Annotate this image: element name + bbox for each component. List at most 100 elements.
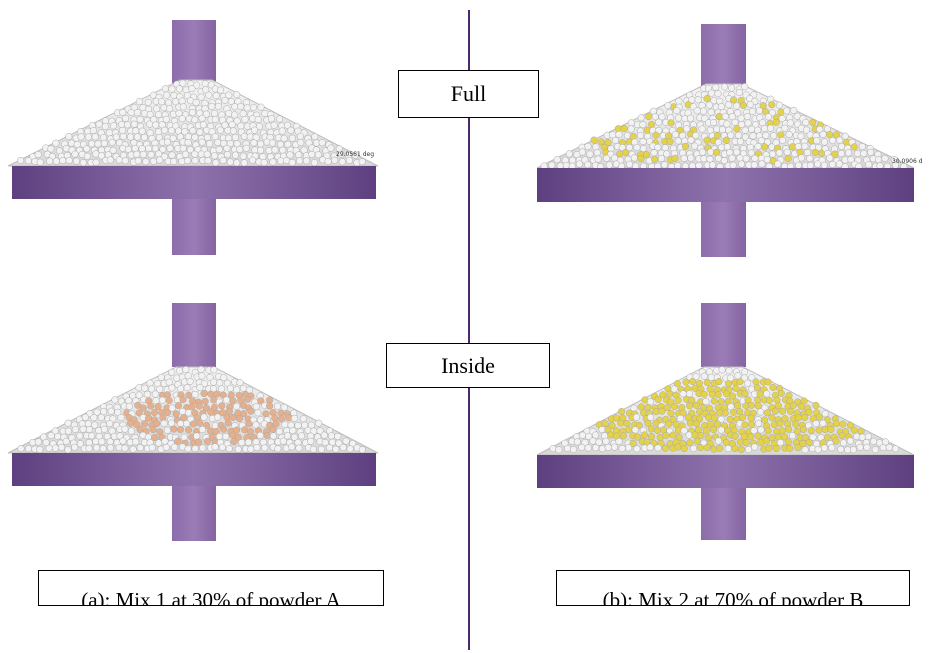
powder-particle [112, 133, 120, 141]
powder-particle [714, 391, 722, 399]
powder-particle [738, 413, 747, 421]
powder-particle [47, 432, 55, 440]
powder-particle [786, 119, 794, 127]
powder-particle [222, 432, 230, 441]
powder-particle [179, 407, 187, 416]
powder-particle [633, 143, 641, 151]
powder-particle [234, 433, 242, 441]
powder-particle [222, 396, 230, 404]
powder-particle [764, 378, 772, 386]
powder-particle [785, 425, 793, 433]
powder-particle [121, 444, 129, 452]
powder-particle [736, 154, 744, 162]
powder-particle [879, 444, 887, 452]
powder-particle [132, 438, 140, 446]
powder-particle [732, 384, 740, 392]
powder-particle [182, 420, 191, 428]
powder-particle [703, 136, 711, 144]
powder-particle [216, 379, 224, 387]
powder-particle [615, 437, 623, 446]
powder-particle [342, 437, 350, 445]
powder-particle [764, 427, 772, 435]
powder-particle [778, 115, 786, 123]
powder-particle [191, 157, 199, 165]
powder-particle [748, 125, 756, 133]
powder-particle [138, 145, 146, 153]
powder-particle [885, 443, 893, 451]
powder-particle [278, 127, 286, 135]
powder-particle [220, 425, 228, 433]
powder-particle [179, 144, 187, 152]
powder-particle [170, 425, 178, 433]
powder-particle [712, 148, 721, 156]
upper-shaft [701, 303, 746, 367]
powder-particle [97, 152, 106, 160]
powder-particle [837, 149, 845, 158]
powder-particle [277, 409, 285, 417]
powder-particle [714, 90, 722, 98]
powder-particle [627, 125, 635, 133]
powder-particle [736, 408, 744, 416]
powder-particle [106, 420, 114, 428]
powder-particle [149, 426, 157, 434]
powder-particle [682, 378, 690, 386]
powder-particle [59, 157, 67, 165]
powder-particle [772, 444, 780, 452]
powder-particle [636, 131, 645, 139]
powder-particle [676, 414, 684, 422]
powder-particle [177, 385, 185, 393]
powder-particle [594, 155, 602, 163]
base-plate [12, 166, 376, 199]
powder-particle [593, 149, 601, 157]
powder-particle [731, 432, 739, 440]
powder-particle [660, 161, 669, 169]
base-plate [537, 455, 914, 488]
powder-particle [156, 156, 164, 164]
powder-particle [764, 113, 773, 121]
powder-particle [214, 138, 222, 146]
powder-particle [314, 151, 322, 159]
powder-particle [728, 154, 736, 162]
powder-particle [744, 445, 753, 454]
powder-particle [731, 444, 739, 453]
powder-particle [605, 161, 613, 169]
powder-particle [203, 421, 211, 429]
powder-particle [189, 127, 197, 135]
powder-particle [784, 438, 792, 446]
powder-particle [208, 102, 216, 110]
powder-particle [71, 443, 79, 451]
powder-particle [184, 157, 192, 165]
powder-particle [739, 101, 747, 109]
powder-particle [142, 158, 150, 166]
powder-particle [136, 444, 144, 452]
powder-particle [655, 118, 663, 126]
powder-particle [642, 151, 651, 159]
powder-particle [729, 392, 737, 400]
powder-particle [145, 144, 153, 152]
powder-particle [92, 437, 100, 445]
powder-particle [803, 148, 812, 157]
powder-particle [201, 80, 209, 88]
powder-particle [213, 390, 221, 398]
powder-particle [685, 390, 694, 398]
powder-particle [266, 402, 274, 410]
powder-particle [91, 421, 99, 429]
powder-particle [224, 419, 232, 427]
powder-particle [707, 108, 715, 116]
powder-particle [64, 419, 72, 427]
powder-particle [135, 98, 143, 106]
powder-particle [717, 143, 725, 151]
powder-particle [79, 425, 87, 433]
lower-shaft [172, 199, 216, 255]
powder-particle [625, 444, 633, 452]
powder-particle [598, 426, 606, 434]
powder-particle [297, 138, 305, 147]
powder-particle [250, 139, 258, 147]
powder-particle [117, 413, 125, 422]
powder-particle [744, 379, 752, 387]
powder-particle [845, 149, 853, 157]
powder-particle [276, 115, 284, 123]
powder-particle [681, 142, 690, 150]
powder-particle [256, 431, 264, 439]
powder-particle [155, 439, 163, 447]
